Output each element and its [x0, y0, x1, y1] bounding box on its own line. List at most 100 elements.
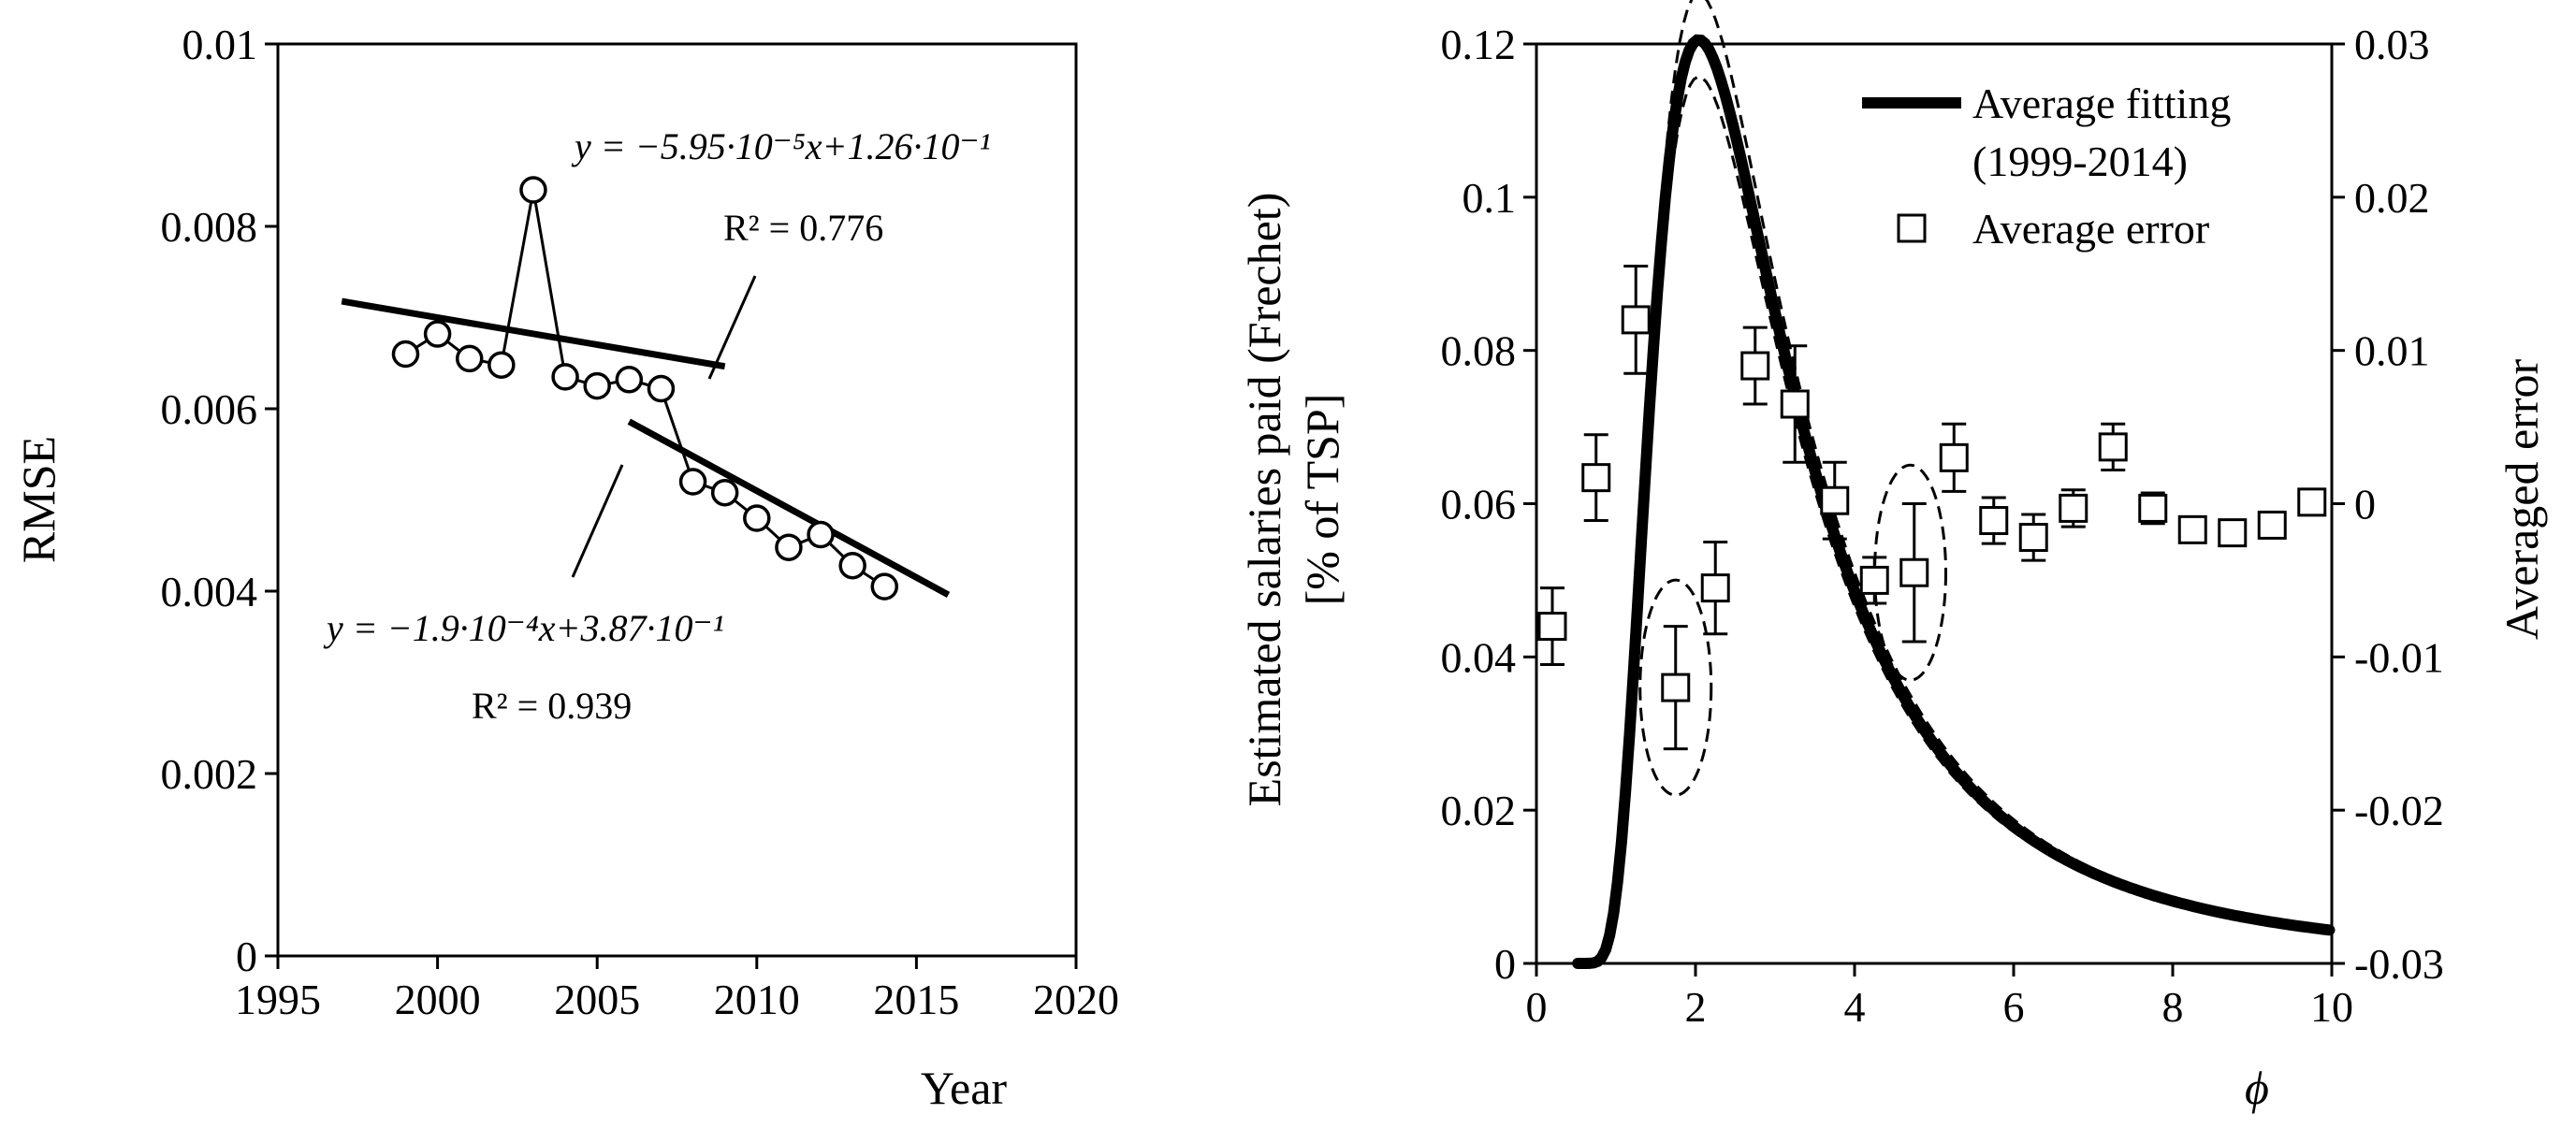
left-rmse-point	[583, 371, 611, 400]
left-x-tick-label: 1995	[235, 976, 321, 1023]
right-plot-frame	[1535, 42, 2334, 965]
left-x-axis-title: Year	[921, 1062, 1007, 1114]
right-x-tick-label: 6	[2003, 983, 2025, 1031]
left-chart-rmse: 1995 2000 2005 2010 2015 2020 0 0.002 0.004 0.006…	[12, 21, 1119, 1114]
left-rmse-point	[807, 520, 835, 549]
right-y2-tick-label: -0.01	[2354, 633, 2444, 681]
left-fit-r2-2: R² = 0.939	[472, 685, 632, 727]
left-x-tick-label: 2020	[1033, 976, 1119, 1023]
average-error-point	[1700, 573, 1730, 603]
right-y-tick-label: 0	[1494, 940, 1516, 988]
average-error-point	[1899, 557, 1929, 587]
left-rmse-point	[647, 374, 676, 403]
right-y-tick-label: 0.02	[1441, 787, 1517, 834]
right-y-tick-label: 0.1	[1463, 174, 1517, 222]
right-y-axis-title-line-1: Estimated salaries paid (Frechet)	[1238, 193, 1290, 807]
left-y-axis-title: RMSE	[12, 436, 65, 563]
left-plot-frame	[276, 42, 1078, 958]
average-error-point	[1621, 305, 1651, 335]
average-error-point	[2257, 510, 2287, 540]
left-fit-equation-1: y = −5.95·10⁻⁵x+1.26·10⁻¹	[571, 125, 991, 167]
left-x-tick-label: 2010	[714, 976, 800, 1023]
left-y-tick-label: 0.002	[161, 750, 258, 798]
left-rmse-point	[678, 468, 707, 496]
left-rmse-series	[391, 176, 899, 600]
right-y-tick-label: 0.08	[1441, 327, 1517, 375]
average-error-point	[1581, 463, 1611, 493]
right-y-tick-label: 0.06	[1441, 481, 1517, 528]
average-error-point	[1820, 485, 1850, 515]
average-error-series	[1537, 265, 2327, 751]
left-y-tick-label: 0.008	[161, 203, 258, 251]
left-rmse-point	[870, 572, 899, 600]
right-axis-ticks: 0 2 4 6 8 10 0 0.02 0.04 0.06 0.08 0.1 0.12 -0.03 -0.0…	[1441, 21, 2444, 1031]
right-x-axis-title: ϕ	[2245, 1062, 2269, 1114]
legend-error-swatch	[1897, 213, 1927, 243]
average-error-point	[2297, 487, 2327, 517]
average-error-point	[2018, 523, 2048, 553]
left-rmse-point	[551, 363, 579, 391]
right-x-tick-label: 10	[2310, 983, 2353, 1031]
average-error-point	[1661, 673, 1691, 702]
fit-upper-band	[1576, 0, 2333, 965]
right-y-tick-label: 0.12	[1441, 21, 1517, 68]
right-y2-tick-label: 0.01	[2354, 327, 2430, 375]
left-rmse-point	[615, 366, 644, 394]
average-fitting-line	[1572, 34, 2336, 969]
right-y2-tick-label: 0.02	[2354, 174, 2430, 222]
average-error-point	[2098, 432, 2128, 462]
legend-fit-label-line-2: (1999-2014)	[1972, 137, 2188, 185]
left-y-tick-label: 0	[236, 933, 257, 980]
average-error-point	[1979, 506, 2009, 536]
legend-error-label: Average error	[1972, 205, 2209, 253]
left-y-tick-label: 0.006	[161, 385, 258, 433]
left-rmse-point	[743, 504, 771, 532]
right-y2-tick-label: 0	[2354, 481, 2376, 528]
left-rmse-connecting-line	[404, 189, 886, 588]
average-error-point	[1939, 442, 1969, 472]
right-chart-frechet: 0 2 4 6 8 10 0 0.02 0.04 0.06 0.08 0.1 0.12 -0.03 -0.0…	[1238, 0, 2548, 1114]
left-rmse-point	[391, 340, 420, 369]
legend-fit-label-line-1: Average fitting	[1972, 80, 2231, 127]
fit-lower-band	[1574, 75, 2331, 965]
left-fit-2008-2014-line	[627, 418, 951, 598]
left-rmse-point	[423, 320, 452, 348]
left-y-tick-label: 0.01	[182, 21, 258, 68]
average-error-point	[1780, 389, 1810, 419]
left-annotation-leader-2	[571, 464, 624, 578]
average-error-point	[2218, 518, 2248, 548]
left-rmse-point	[838, 551, 866, 580]
left-rmse-point	[519, 176, 547, 204]
left-rmse-point	[710, 478, 739, 507]
right-y-tick-label: 0.04	[1441, 633, 1517, 681]
left-rmse-point	[775, 533, 803, 561]
average-error-point	[2059, 493, 2088, 523]
highlight-ellipses	[1638, 463, 1947, 797]
left-x-tick-label: 2005	[554, 976, 640, 1023]
left-fit-equation-2: y = −1.9·10⁻⁴x+3.87·10⁻¹	[323, 607, 724, 649]
average-fitting-curves	[1572, 0, 2336, 969]
right-x-tick-label: 0	[1526, 983, 1548, 1031]
highlight-ellipse	[1638, 578, 1713, 797]
left-y-tick-label: 0.004	[161, 568, 258, 615]
average-error-point	[2177, 514, 2207, 544]
left-fit-r2-1: R² = 0.776	[723, 207, 883, 249]
right-x-tick-label: 8	[2162, 983, 2184, 1031]
right-y-axis-title-line-2: [% of TSP]	[1296, 394, 1348, 606]
right-y2-tick-label: -0.02	[2354, 787, 2444, 834]
left-annotation-leader-1	[707, 275, 757, 380]
left-fit-1999-2007-line	[341, 297, 726, 370]
average-error-point	[1537, 612, 1567, 642]
average-error-point	[1740, 351, 1770, 381]
left-rmse-point	[455, 344, 484, 373]
right-y2-tick-label: -0.03	[2354, 940, 2444, 988]
left-rmse-point	[488, 351, 516, 379]
average-error-point	[2138, 493, 2168, 523]
right-y2-axis-title: Averaged error	[2496, 359, 2548, 641]
left-x-tick-label: 2015	[873, 976, 959, 1023]
left-axis-ticks: 1995 2000 2005 2010 2015 2020 0 0.002 0.004 0.006…	[161, 21, 1120, 1023]
right-y2-tick-label: 0.03	[2354, 21, 2430, 68]
left-x-tick-label: 2000	[395, 976, 481, 1023]
legend: Average fitting (1999-2014) Average erro…	[1862, 80, 2231, 253]
